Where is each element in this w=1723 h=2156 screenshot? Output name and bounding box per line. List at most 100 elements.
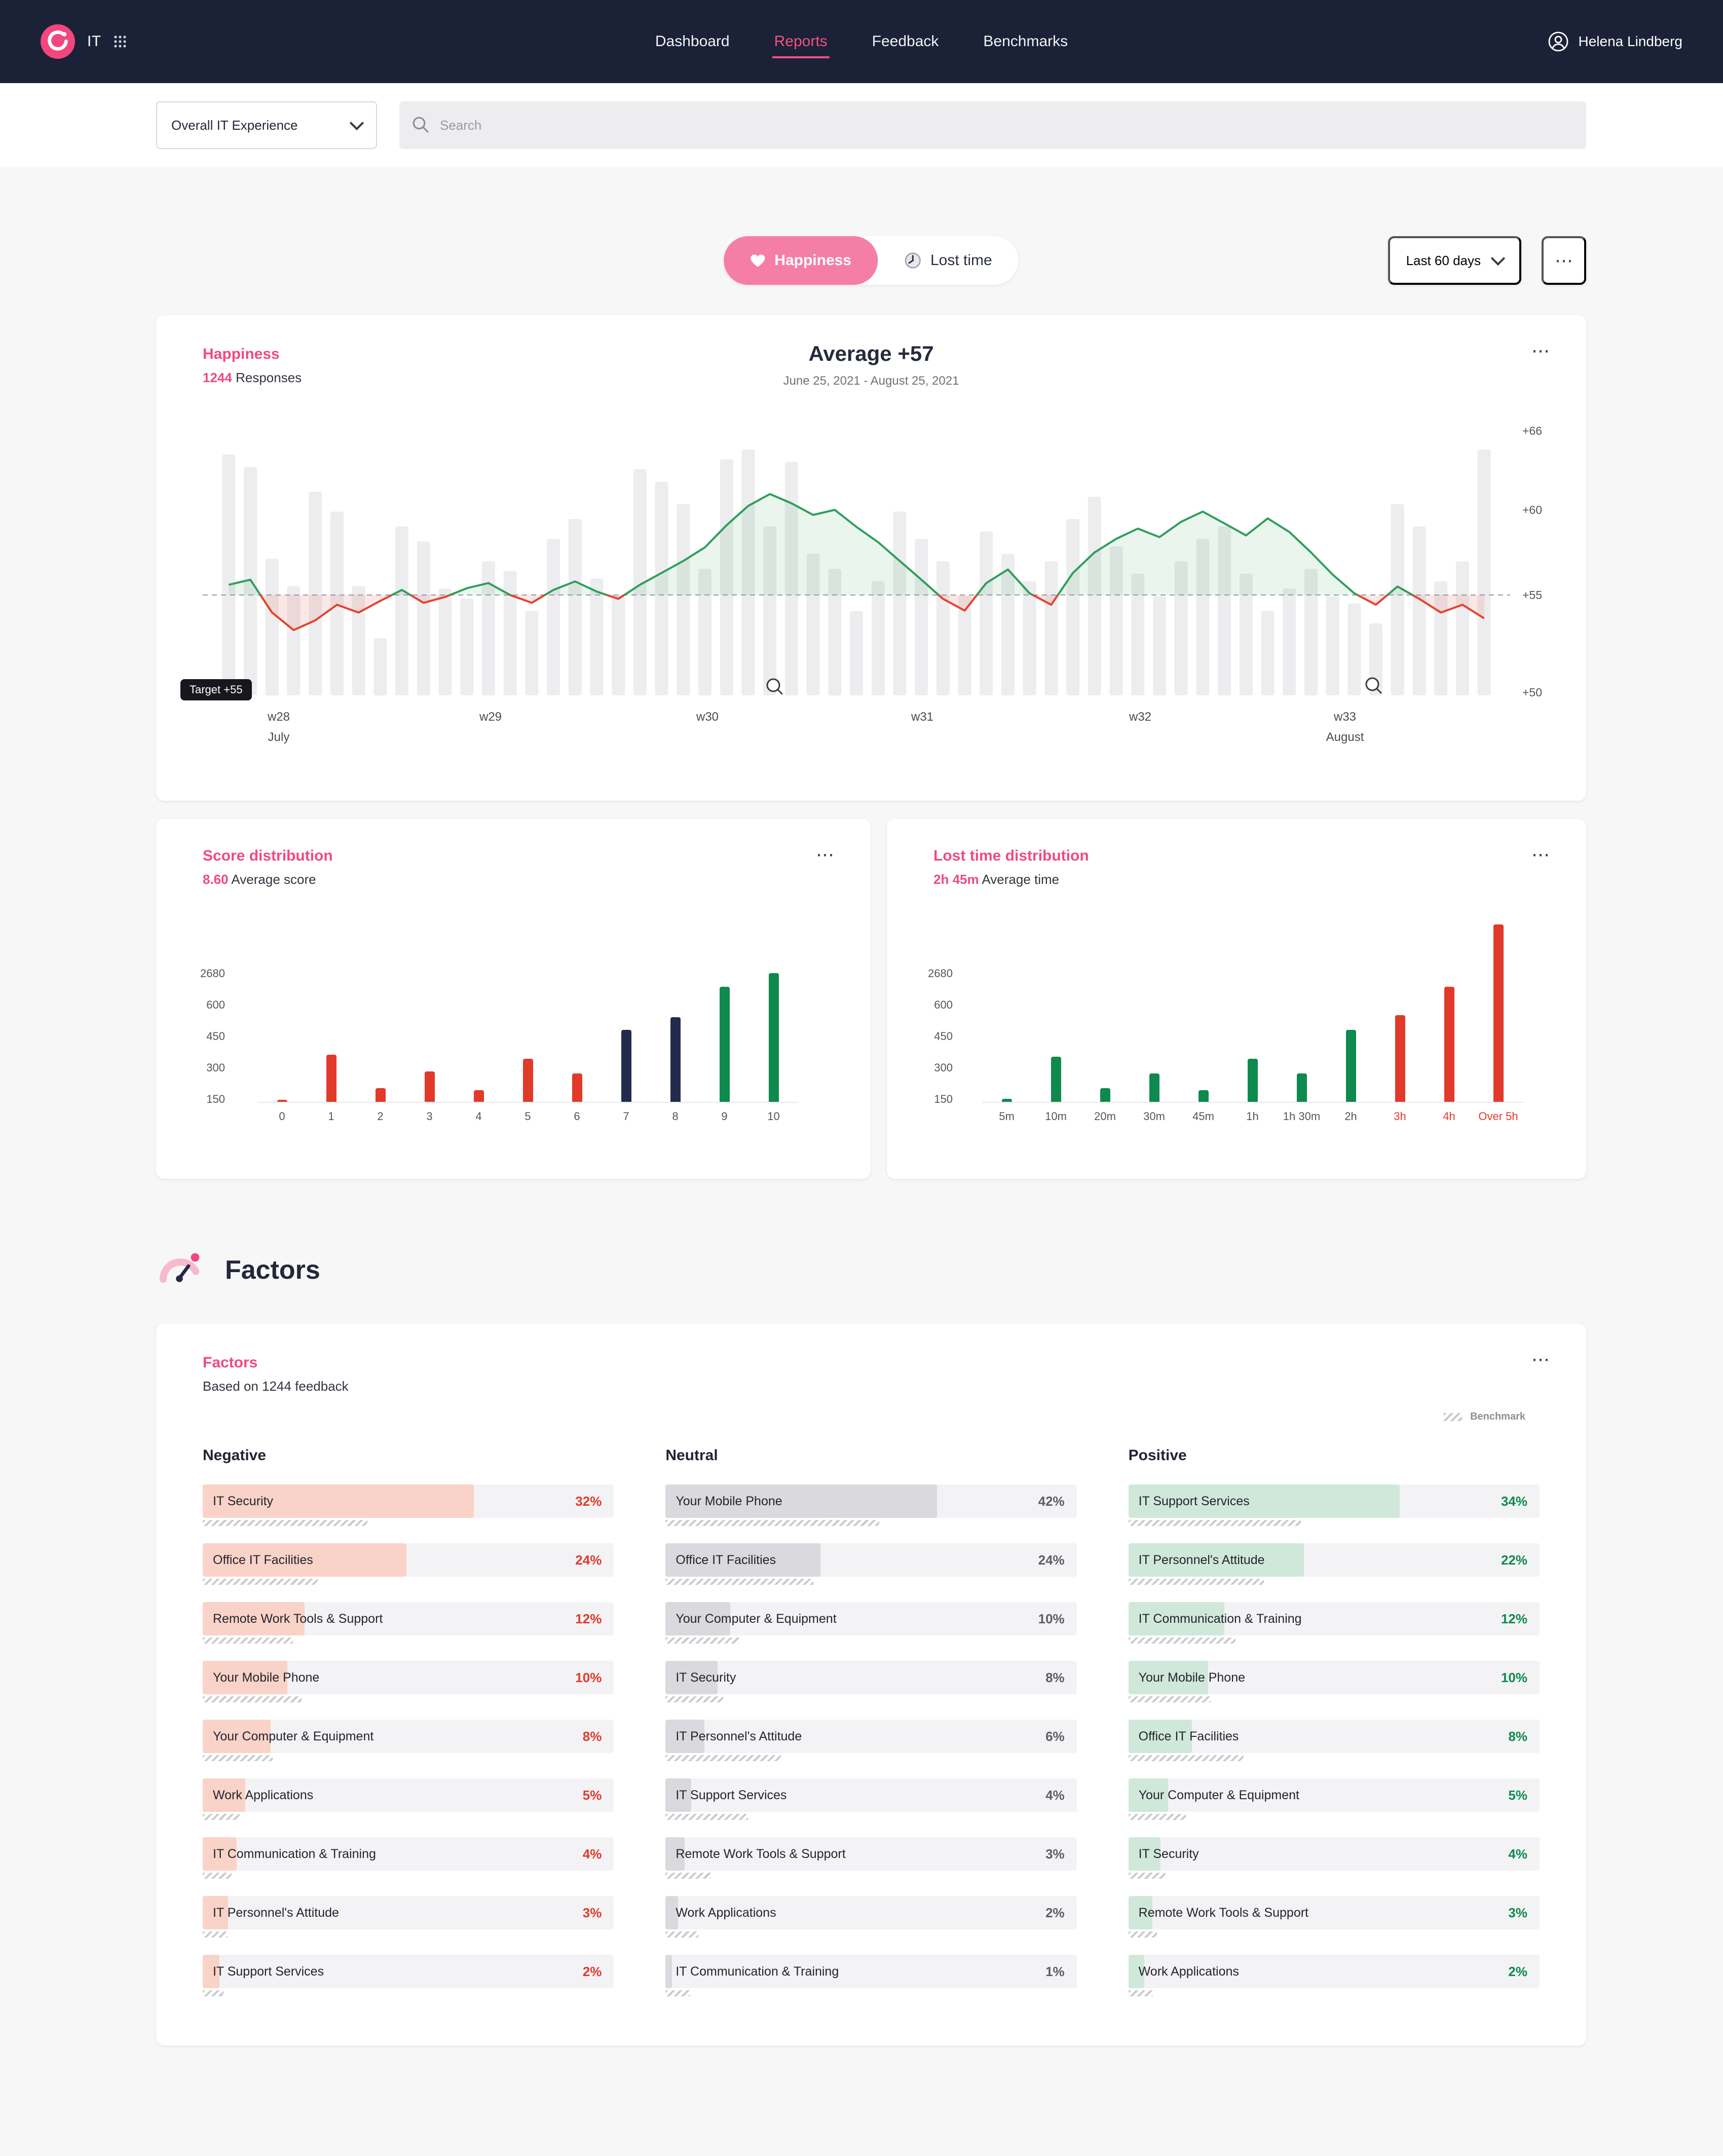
happiness-chart-svg: +66 +60 +55 +50 w28 July w29 w30 w31 w32 w33 August <box>203 424 1542 744</box>
distribution-bar <box>1149 1073 1159 1102</box>
factor-label: Your Computer & Equipment <box>213 1729 374 1743</box>
response-volume-bar <box>958 596 971 695</box>
factor-row[interactable]: IT Personnel's Attitude 6% <box>665 1720 1077 1761</box>
score-card-more-button[interactable] <box>816 845 834 864</box>
factor-row[interactable]: Office IT Facilities 24% <box>203 1543 614 1585</box>
factor-row[interactable]: Work Applications 5% <box>203 1778 614 1820</box>
response-volume-bar <box>1023 581 1036 695</box>
x-axis-category-label: 20m <box>1094 1110 1116 1123</box>
lost-time-toggle[interactable]: Lost time <box>878 236 1019 285</box>
app-logo[interactable] <box>41 24 75 59</box>
happiness-line-above-target <box>228 493 1415 595</box>
month-label: July <box>268 730 290 744</box>
positive-column-header: Positive <box>1128 1447 1187 1464</box>
factor-row[interactable]: Your Computer & Equipment 8% <box>203 1720 614 1761</box>
factor-row[interactable]: IT Security 32% <box>203 1484 614 1526</box>
factor-row[interactable]: Your Computer & Equipment 10% <box>665 1602 1077 1644</box>
heart-icon <box>751 254 765 267</box>
score-y-axis: 150 300 450 600 2680 <box>156 899 225 1105</box>
factor-bar-fill <box>203 1778 245 1812</box>
factor-label: IT Security <box>213 1494 274 1508</box>
nav-item-feedback[interactable]: Feedback <box>872 33 939 50</box>
date-range-dropdown[interactable]: Last 60 days <box>1388 236 1521 285</box>
factor-benchmark-bar <box>1128 1931 1157 1938</box>
factor-bar-track: Work Applications 2% <box>1128 1955 1540 1988</box>
factor-percentage: 4% <box>582 1846 602 1862</box>
happiness-toggle[interactable]: Happiness <box>724 236 878 285</box>
factors-card-more-button[interactable] <box>1531 1350 1550 1368</box>
chart-zoom-handle-left[interactable] <box>763 675 785 697</box>
user-avatar-icon <box>1548 31 1568 52</box>
factor-bar-fill <box>665 1720 704 1753</box>
factor-row[interactable]: Your Mobile Phone 42% <box>665 1484 1077 1526</box>
factor-row[interactable]: IT Personnel's Attitude 22% <box>1128 1543 1540 1585</box>
response-volume-bar <box>698 569 711 696</box>
factor-row[interactable]: Office IT Facilities 24% <box>665 1543 1077 1585</box>
factor-row[interactable]: Remote Work Tools & Support 3% <box>665 1837 1077 1879</box>
factor-row[interactable]: Remote Work Tools & Support 3% <box>1128 1896 1540 1938</box>
factor-row[interactable]: IT Support Services 2% <box>203 1955 614 1996</box>
factor-bar-track: IT Personnel's Attitude 6% <box>665 1720 1077 1753</box>
response-volume-bar <box>915 539 928 695</box>
factor-benchmark-bar <box>665 1638 740 1644</box>
factor-row[interactable]: IT Security 8% <box>665 1661 1077 1702</box>
factor-row[interactable]: Office IT Facilities 8% <box>1128 1720 1540 1761</box>
factor-percentage: 3% <box>1508 1905 1527 1920</box>
factor-percentage: 10% <box>1038 1611 1065 1626</box>
factor-row[interactable]: IT Support Services 34% <box>1128 1484 1540 1526</box>
week-label: w29 <box>479 710 502 724</box>
factor-row[interactable]: Work Applications 2% <box>1128 1955 1540 1996</box>
factor-percentage: 34% <box>1501 1494 1527 1509</box>
distribution-bar <box>572 1073 582 1102</box>
response-volume-bar <box>1326 596 1339 695</box>
factor-row[interactable]: IT Communication & Training 4% <box>203 1837 614 1879</box>
distribution-bar <box>1100 1088 1110 1102</box>
factor-bar-track: IT Support Services 4% <box>665 1778 1077 1812</box>
nav-item-benchmarks[interactable]: Benchmarks <box>983 33 1068 50</box>
lost-time-toggle-label: Lost time <box>930 252 992 269</box>
scope-dropdown[interactable]: Overall IT Experience <box>156 101 377 149</box>
factor-row[interactable]: IT Support Services 4% <box>665 1778 1077 1820</box>
chart-zoom-handle-right[interactable] <box>1362 674 1384 696</box>
response-volume-bar <box>784 462 798 695</box>
factors-card-title: Factors <box>203 1354 258 1371</box>
x-axis-category-label: 1h 30m <box>1283 1110 1321 1123</box>
nav-item-reports[interactable]: Reports <box>772 25 830 58</box>
factor-row[interactable]: Your Mobile Phone 10% <box>1128 1661 1540 1702</box>
factor-row[interactable]: Your Mobile Phone 10% <box>203 1661 614 1702</box>
response-volume-bar <box>1174 561 1188 695</box>
more-menu-icon <box>1555 251 1573 270</box>
response-volume-bar <box>763 526 777 695</box>
factor-percentage: 32% <box>575 1494 602 1509</box>
factor-label: IT Personnel's Attitude <box>1138 1553 1265 1567</box>
responses-count: 1244 Responses <box>203 370 302 386</box>
factor-benchmark-bar <box>203 1931 228 1938</box>
factor-row[interactable]: IT Security 4% <box>1128 1837 1540 1879</box>
nav-item-dashboard[interactable]: Dashboard <box>655 33 730 50</box>
response-volume-bar <box>612 596 625 695</box>
factor-row[interactable]: IT Communication & Training 1% <box>665 1955 1077 1996</box>
factor-row[interactable]: Remote Work Tools & Support 12% <box>203 1602 614 1644</box>
response-volume-bar <box>287 586 301 695</box>
lost-time-card-more-button[interactable] <box>1531 845 1550 864</box>
controls-more-button[interactable] <box>1542 236 1586 285</box>
factor-percentage: 42% <box>1038 1494 1065 1509</box>
factor-percentage: 12% <box>575 1611 602 1626</box>
factor-row[interactable]: IT Communication & Training 12% <box>1128 1602 1540 1644</box>
search-input[interactable] <box>399 101 1586 149</box>
apps-grid-icon[interactable] <box>114 35 127 48</box>
factor-row[interactable]: Work Applications 2% <box>665 1896 1077 1938</box>
factor-row[interactable]: IT Personnel's Attitude 3% <box>203 1896 614 1938</box>
x-axis-category-label: 3 <box>426 1110 433 1123</box>
factor-benchmark-bar <box>665 1990 690 1996</box>
factor-label: Office IT Facilities <box>1138 1729 1239 1743</box>
factor-percentage: 2% <box>1508 1964 1527 1979</box>
factor-bar-fill <box>1128 1602 1224 1635</box>
user-menu[interactable]: Helena Lindberg <box>1548 31 1682 52</box>
negative-column-header: Negative <box>203 1447 267 1464</box>
factor-row[interactable]: Your Computer & Equipment 5% <box>1128 1778 1540 1820</box>
response-volume-bar <box>1153 596 1166 695</box>
factors-heading: Factors <box>225 1255 320 1285</box>
response-volume-bar <box>481 561 495 695</box>
response-volume-bar <box>222 454 236 695</box>
